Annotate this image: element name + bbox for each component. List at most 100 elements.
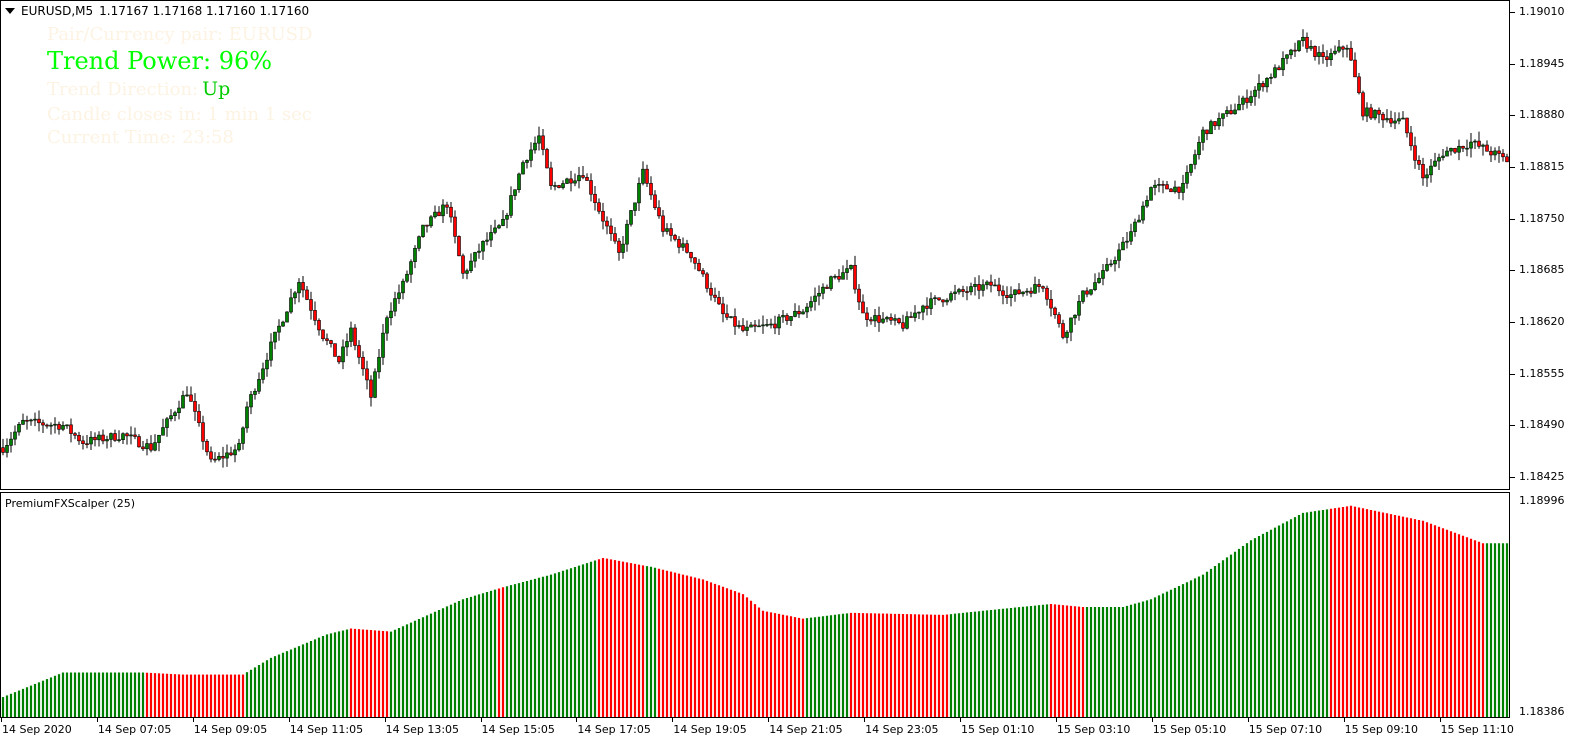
- candle: [1337, 39, 1341, 54]
- candle: [81, 435, 85, 450]
- candle: [1301, 29, 1305, 47]
- candle: [101, 429, 105, 445]
- candle: [585, 173, 589, 181]
- candle: [709, 282, 713, 301]
- candle: [1033, 276, 1037, 294]
- time-tick: [960, 718, 961, 722]
- candle: [601, 202, 605, 230]
- candle: [837, 269, 841, 283]
- candle: [9, 431, 13, 453]
- candle: [485, 232, 489, 246]
- candle: [637, 177, 641, 212]
- candle: [29, 418, 33, 426]
- overlay-current-time: Current Time: 23:58: [47, 127, 234, 148]
- time-tick: [1, 718, 2, 722]
- candle: [1009, 286, 1013, 307]
- candle: [1037, 278, 1041, 293]
- candle: [289, 288, 293, 314]
- time-tick: [672, 718, 674, 722]
- candle: [1001, 285, 1005, 305]
- candle: [277, 319, 281, 341]
- candle: [1221, 113, 1225, 127]
- candle: [149, 435, 153, 453]
- candle: [433, 205, 437, 219]
- candle: [1325, 50, 1329, 67]
- candle: [1109, 259, 1113, 268]
- candle: [1285, 54, 1289, 65]
- candle: [1117, 243, 1121, 269]
- candle: [693, 256, 697, 270]
- price-tick: [1510, 63, 1515, 65]
- candle: [677, 236, 681, 254]
- candle: [481, 240, 485, 260]
- candle: [669, 223, 673, 242]
- candle: [841, 265, 845, 280]
- candle: [1461, 145, 1465, 152]
- candle: [1057, 311, 1061, 328]
- candle: [1385, 109, 1389, 123]
- candle: [1189, 163, 1193, 176]
- candle: [861, 294, 865, 314]
- price-label: 1.18425: [1519, 470, 1565, 484]
- candle: [921, 304, 925, 321]
- candle: [329, 339, 333, 348]
- dropdown-triangle-icon[interactable]: [5, 8, 15, 14]
- candle: [317, 318, 321, 336]
- candle: [209, 446, 213, 463]
- time-label: 14 Sep 21:05: [769, 723, 843, 736]
- candle: [1273, 64, 1277, 79]
- candle: [345, 333, 349, 357]
- candle: [337, 355, 341, 365]
- candle: [1293, 42, 1297, 57]
- indicator-scale-max: 1.18996: [1519, 494, 1565, 507]
- candle: [757, 319, 761, 328]
- candle: [1289, 48, 1293, 60]
- candle: [5, 438, 9, 458]
- indicator-histogram: [1, 505, 1509, 717]
- candle: [1077, 294, 1081, 321]
- time-label: 14 Sep 23:05: [865, 723, 939, 736]
- time-tick: [768, 718, 770, 722]
- candle: [1377, 107, 1381, 124]
- candle: [1453, 147, 1457, 154]
- price-chart[interactable]: EURUSD,M5 1.17167 1.17168 1.17160 1.1716…: [0, 0, 1510, 490]
- candle: [953, 284, 957, 301]
- candle: [37, 410, 41, 432]
- time-label: 15 Sep 03:10: [1056, 723, 1131, 736]
- indicator-panel[interactable]: PremiumFXScalper (25): [0, 492, 1510, 718]
- candle: [1165, 181, 1169, 190]
- candle: [645, 164, 649, 188]
- candle: [1469, 133, 1473, 158]
- candle: [469, 253, 473, 274]
- candle: [213, 452, 217, 463]
- candle: [141, 441, 145, 451]
- candle: [1201, 126, 1205, 151]
- candle: [1145, 195, 1149, 208]
- price-tick: [1510, 115, 1515, 117]
- candle: [917, 311, 921, 320]
- candle: [913, 305, 917, 322]
- candle: [1257, 74, 1261, 99]
- candle: [1233, 103, 1237, 115]
- candle: [1173, 180, 1177, 194]
- candle: [1209, 119, 1213, 135]
- candle: [1365, 102, 1369, 123]
- price-tick: [1510, 218, 1515, 220]
- candle: [633, 202, 637, 216]
- candle: [1493, 147, 1497, 161]
- candle: [977, 275, 981, 300]
- time-tick: [1343, 718, 1345, 722]
- candle: [793, 303, 797, 318]
- candle: [749, 322, 753, 328]
- candle: [1061, 319, 1065, 340]
- candle: [905, 311, 909, 330]
- candle: [465, 268, 469, 280]
- time-label: 15 Sep 01:10: [961, 723, 1035, 736]
- candle: [805, 302, 809, 318]
- candle: [357, 340, 361, 365]
- candle: [1345, 44, 1349, 58]
- price-tick: [1510, 270, 1515, 272]
- candle: [773, 315, 777, 335]
- price-tick: [1510, 322, 1515, 324]
- candle: [245, 401, 249, 433]
